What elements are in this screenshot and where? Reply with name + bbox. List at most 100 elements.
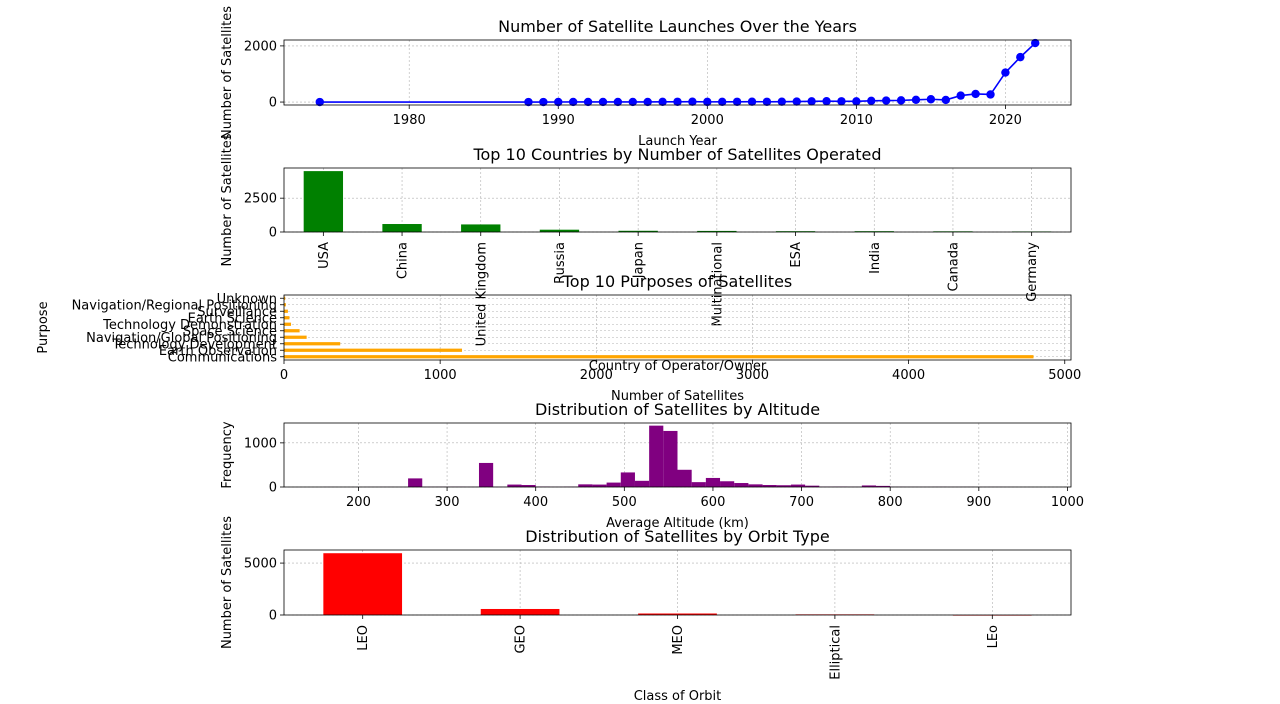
launches-point xyxy=(1001,68,1010,77)
altitude-bin xyxy=(876,485,891,487)
countries-xtick-label: Germany xyxy=(1025,242,1040,302)
countries-xtick-label: United Kingdom xyxy=(474,242,489,346)
altitude-xtick-label: 200 xyxy=(346,495,371,510)
launches-point xyxy=(867,96,876,105)
launches-point xyxy=(718,97,727,107)
purposes-bar xyxy=(284,322,292,326)
purposes-ytick-label: Space Science xyxy=(183,324,277,339)
orbit-xtick-label: LEO xyxy=(356,625,371,651)
countries-xtick-label: Russia xyxy=(553,242,568,284)
launches-point xyxy=(628,97,637,107)
altitude-xtick-label: 700 xyxy=(789,495,814,510)
orbit-ytick-label: 0 xyxy=(269,609,277,624)
countries-ylabel: Number of Satellites xyxy=(220,133,235,266)
altitude-xtick-label: 800 xyxy=(878,495,903,510)
launches-point xyxy=(1016,52,1025,62)
orbit-xtick-label: LEo xyxy=(986,625,1001,648)
orbit-xtick-label: MEO xyxy=(671,625,686,655)
purposes-bar xyxy=(284,309,288,313)
orbit-title: Distribution of Satellites by Orbit Type xyxy=(525,527,829,546)
altitude-ylabel: Frequency xyxy=(220,421,235,488)
altitude-bin xyxy=(507,484,522,487)
countries-xlabel: Country of Operator/Owner xyxy=(589,359,767,374)
purposes-ytick-label: Communications xyxy=(168,350,277,365)
launches-xtick-label: 2000 xyxy=(691,113,724,128)
purposes-title: Top 10 Purposes of Satellites xyxy=(562,272,793,291)
launches-xtick-label: 1980 xyxy=(393,113,426,128)
purposes-ytick-label: Navigation/Regional Positioning xyxy=(72,298,277,313)
countries-ytick-label: 2500 xyxy=(244,192,277,207)
purposes-ytick-label: Technology Demonstration xyxy=(102,318,277,333)
countries-ytick-label: 0 xyxy=(269,226,277,241)
altitude-bin xyxy=(592,484,607,487)
chart-countries: Top 10 Countries by Number of Satellites… xyxy=(220,133,1072,346)
countries-xtick-label: Japan xyxy=(632,242,647,279)
launches-point xyxy=(673,97,682,106)
purposes-bar xyxy=(284,316,290,320)
launches-point xyxy=(524,97,533,107)
altitude-bin xyxy=(649,425,664,487)
purposes-xtick-label: 0 xyxy=(280,368,288,383)
launches-point xyxy=(971,89,980,99)
launches-point xyxy=(807,97,816,106)
launches-point xyxy=(315,97,324,107)
purposes-bar xyxy=(284,296,286,300)
purposes-ytick-label: Earth Observation xyxy=(159,344,277,359)
altitude-bin xyxy=(663,430,678,487)
orbit-ylabel: Number of Satellites xyxy=(220,516,235,649)
countries-bar xyxy=(382,224,422,232)
purposes-xtick-label: 1000 xyxy=(424,368,457,383)
altitude-title: Distribution of Satellites by Altitude xyxy=(535,400,820,419)
altitude-bin xyxy=(634,480,650,487)
altitude-bin xyxy=(805,485,820,487)
launches-xtick-label: 2020 xyxy=(989,113,1022,128)
purposes-bar xyxy=(284,348,463,352)
orbit-ytick-label: 5000 xyxy=(244,557,277,572)
purposes-bar xyxy=(284,355,1034,359)
altitude-bin xyxy=(521,485,536,487)
altitude-xtick-label: 1000 xyxy=(1051,495,1084,510)
launches-point xyxy=(822,97,831,106)
launches-ytick-label: 0 xyxy=(269,96,277,111)
altitude-bin xyxy=(720,481,735,487)
launches-point xyxy=(703,97,712,107)
launches-point xyxy=(688,97,697,106)
orbit-bar xyxy=(480,608,560,615)
launches-point xyxy=(539,97,548,107)
purposes-xtick-label: 5000 xyxy=(1048,368,1081,383)
altitude-bin xyxy=(620,472,635,487)
altitude-bin xyxy=(762,485,777,487)
altitude-bin xyxy=(578,484,593,487)
altitude-bin xyxy=(748,484,763,487)
countries-bar xyxy=(618,230,658,232)
launches-point xyxy=(852,97,861,106)
altitude-bin xyxy=(790,484,806,487)
altitude-ytick-label: 1000 xyxy=(244,436,277,451)
countries-title: Top 10 Countries by Number of Satellites… xyxy=(472,145,881,164)
launches-point xyxy=(598,97,608,107)
launches-series-line xyxy=(319,42,1036,103)
launches-point xyxy=(554,97,563,107)
altitude-bin xyxy=(677,469,692,487)
altitude-xtick-label: 400 xyxy=(523,495,548,510)
orbit-bar xyxy=(323,553,403,615)
altitude-bin xyxy=(478,462,494,487)
launches-point xyxy=(896,96,906,105)
chart-orbit: Distribution of Satellites by Orbit Type… xyxy=(220,516,1072,704)
countries-bar xyxy=(854,231,894,232)
orbit-bar xyxy=(638,613,717,615)
launches-point xyxy=(986,90,995,99)
launches-point xyxy=(777,97,787,106)
launches-ytick-label: 2000 xyxy=(244,39,277,54)
purposes-xtick-label: 2000 xyxy=(580,368,613,383)
purposes-xtick-label: 3000 xyxy=(736,368,769,383)
countries-bar xyxy=(697,230,737,232)
launches-point xyxy=(762,97,772,106)
chart-launches: Number of Satellite Launches Over the Ye… xyxy=(220,6,1072,149)
altitude-bin xyxy=(408,478,423,487)
countries-xtick-label: Canada xyxy=(946,242,961,291)
countries-bar xyxy=(539,229,580,232)
orbit-xlabel: Class of Orbit xyxy=(634,689,722,704)
launches-point xyxy=(747,97,757,106)
